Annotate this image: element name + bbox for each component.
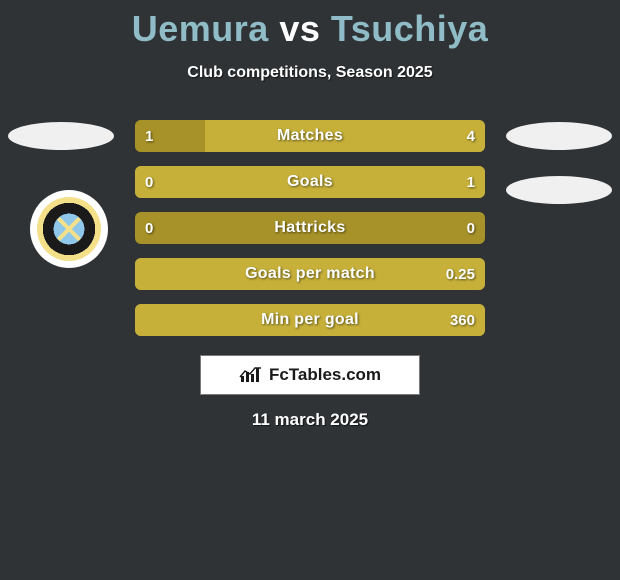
stat-label: Min per goal (135, 304, 485, 336)
avatar-placeholder-left (8, 122, 114, 150)
stat-row: Hattricks0 0 (135, 212, 485, 244)
club-badge (30, 190, 108, 268)
stat-label: Hattricks (135, 212, 485, 244)
stat-row: Goals0 1 (135, 166, 485, 198)
stat-value-right: 360 (450, 304, 475, 336)
stat-label: Matches (135, 120, 485, 152)
stat-value-right: 4 (467, 120, 475, 152)
stat-value-right: 0.25 (446, 258, 475, 290)
stats-bars: Matches14Goals01Hattricks00Goals per mat… (135, 120, 485, 350)
stat-label: Goals per match (135, 258, 485, 290)
stat-row: Matches1 4 (135, 120, 485, 152)
brand-text: FcTables.com (269, 365, 381, 385)
stat-row: Goals per match0.25 (135, 258, 485, 290)
stat-value-right: 0 (467, 212, 475, 244)
page-title: Uemura vs Tsuchiya (0, 0, 620, 50)
player2-name: Tsuchiya (331, 8, 488, 49)
stat-label: Goals (135, 166, 485, 198)
date-text: 11 march 2025 (0, 410, 620, 430)
stat-value-left: 0 (145, 212, 153, 244)
stat-value-left: 0 (145, 166, 153, 198)
stat-value-right: 1 (467, 166, 475, 198)
club-badge-icon (37, 197, 101, 261)
avatar-placeholder-right-1 (506, 122, 612, 150)
bar-chart-icon (239, 366, 263, 384)
subtitle: Club competitions, Season 2025 (0, 64, 620, 82)
brand-box: FcTables.com (200, 355, 420, 395)
stat-row: Min per goal360 (135, 304, 485, 336)
vs-separator: vs (279, 8, 320, 49)
avatar-placeholder-right-2 (506, 176, 612, 204)
player1-name: Uemura (132, 8, 269, 49)
stat-value-left: 1 (145, 120, 153, 152)
